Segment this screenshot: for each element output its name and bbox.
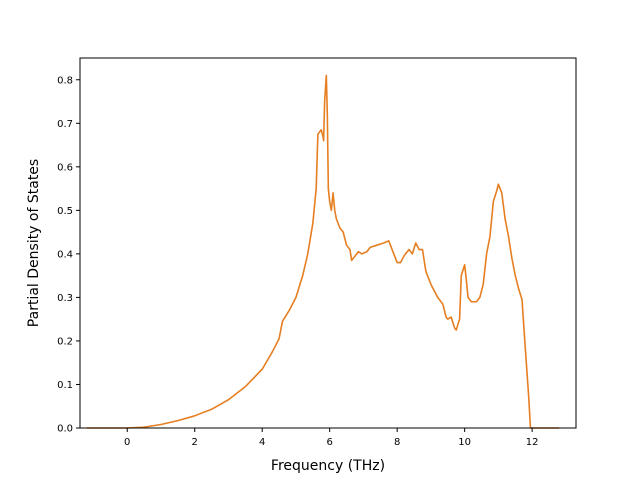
y-axis-label: Partial Density of States	[26, 159, 42, 327]
y-tick-label: 0.7	[57, 119, 73, 130]
x-tick-label: 12	[526, 437, 539, 448]
plot-marks	[86, 74, 560, 429]
x-tick-label: 10	[458, 437, 471, 448]
y-axis: 0.0 0.1 0.2 0.3 0.4 0.5 0.6 0.7 0.8	[57, 75, 80, 435]
x-tick-label: 4	[259, 437, 265, 448]
x-tick-label: 6	[326, 437, 332, 448]
y-tick-label: 0.1	[57, 380, 73, 391]
y-tick-label: 0.8	[57, 75, 73, 86]
pdos-series-line	[86, 74, 560, 429]
y-tick-label: 0.0	[57, 424, 73, 435]
x-tick-label: 0	[124, 437, 130, 448]
x-axis: 0 2 4 6 8 10 12	[124, 428, 539, 448]
y-tick-label: 0.5	[57, 206, 73, 217]
x-tick-label: 2	[192, 437, 198, 448]
y-tick-label: 0.3	[57, 293, 73, 304]
plot-frame	[79, 57, 577, 429]
y-tick-label: 0.2	[57, 336, 73, 347]
y-tick-label: 0.6	[57, 162, 73, 173]
x-tick-label: 8	[394, 437, 400, 448]
y-tick-label: 0.4	[57, 249, 73, 260]
x-axis-label: Frequency (THz)	[271, 458, 385, 474]
